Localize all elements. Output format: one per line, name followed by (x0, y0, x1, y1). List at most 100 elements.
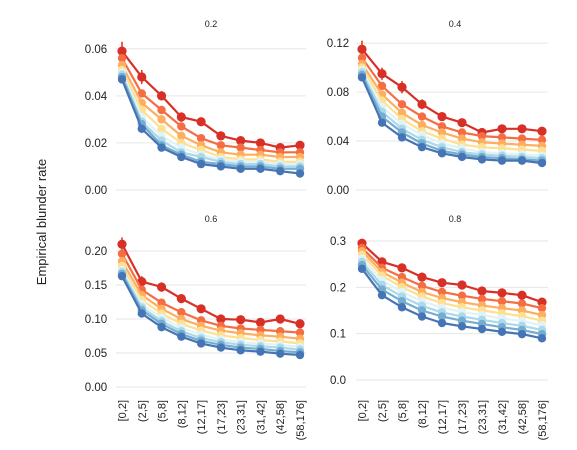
series-line (361, 67, 543, 152)
data-point (477, 155, 487, 164)
data-point (357, 73, 367, 82)
data-point (157, 143, 166, 152)
data-point (255, 317, 266, 327)
y-tick-label: 0.06 (85, 44, 107, 56)
data-point (216, 141, 226, 150)
data-point (157, 105, 166, 115)
series-line (361, 250, 543, 317)
data-point (477, 324, 487, 334)
data-point (397, 297, 407, 306)
data-point (397, 108, 407, 118)
y-tick-label: 0.00 (85, 185, 107, 197)
panel-title: 0.4 (449, 19, 462, 29)
data-point (236, 315, 246, 325)
data-point (216, 343, 226, 352)
x-tick-label: (2,5] (377, 400, 389, 422)
series-line (360, 76, 543, 165)
data-point (497, 133, 507, 142)
series-line (361, 264, 543, 336)
data-point (377, 291, 387, 300)
data-point (497, 156, 507, 165)
y-tick-label: 0.20 (85, 246, 107, 258)
data-point (256, 347, 265, 356)
data-point (477, 294, 487, 304)
data-point (397, 82, 407, 92)
data-point (177, 122, 186, 131)
y-tick-label: 0.15 (85, 280, 107, 292)
data-point (117, 249, 127, 258)
data-point (537, 334, 547, 343)
series-line (120, 74, 300, 168)
series-line (121, 243, 301, 325)
y-tick-label: 0.2 (330, 282, 346, 294)
data-point (497, 288, 507, 298)
data-point (295, 328, 305, 337)
data-point (517, 290, 527, 300)
data-point (236, 164, 245, 174)
data-point (276, 166, 285, 176)
x-tick-label: (23,31] (236, 400, 248, 434)
data-point (236, 135, 246, 146)
data-point (477, 131, 487, 141)
data-point (437, 318, 447, 328)
data-point (295, 350, 305, 360)
x-tick-label: [0,2] (117, 400, 129, 421)
data-point (137, 72, 147, 82)
data-point (137, 124, 146, 133)
data-point (457, 152, 467, 162)
y-tick-label: 0.05 (85, 348, 107, 360)
x-tick-label: (31,42] (255, 400, 267, 434)
data-point (437, 287, 447, 297)
y-tick-label: 0.00 (85, 382, 107, 394)
data-point (357, 53, 367, 63)
series-line (121, 50, 301, 149)
data-point (457, 291, 467, 300)
series-line (361, 48, 543, 134)
y-tick-label: 0.10 (85, 314, 107, 326)
data-point (295, 319, 305, 329)
data-point (176, 112, 186, 122)
data-point (417, 112, 427, 121)
series-line (120, 71, 300, 166)
data-point (477, 286, 487, 296)
panel-4: 0.8 0.0 0.1 0.2 0.3 [0,2] (2,5] (5,8] (8,12] (12… (330, 214, 549, 440)
x-tick-label: (17,23] (216, 400, 228, 434)
x-tick-label: (31,42] (497, 400, 509, 434)
series-line (361, 74, 543, 162)
x-tick-label: (23,31] (477, 400, 489, 434)
data-point (216, 131, 226, 141)
data-point (295, 140, 305, 150)
data-point (417, 306, 427, 315)
data-point (377, 118, 387, 127)
y-tick-label: 0.00 (327, 185, 349, 197)
data-point (437, 312, 447, 321)
y-tick-label: 0.02 (85, 138, 107, 150)
data-point (457, 322, 467, 331)
series-line (121, 269, 301, 348)
data-point (117, 271, 127, 281)
x-tick-label: (42,58] (275, 400, 287, 434)
x-tick-label: (8,12] (417, 400, 429, 428)
data-point (457, 134, 467, 143)
data-point (196, 159, 206, 169)
y-tick-label: 0.04 (327, 136, 350, 148)
series-line (361, 247, 543, 310)
data-point (517, 134, 527, 143)
data-point (137, 89, 146, 98)
panel-title: 0.2 (205, 19, 218, 29)
data-point (457, 280, 467, 290)
y-axis-label: Empirical blunder rate (34, 159, 49, 285)
data-point (236, 143, 245, 152)
data-point (177, 332, 186, 341)
data-point (437, 122, 447, 131)
data-point (157, 298, 166, 307)
data-point (157, 115, 166, 124)
series-line (361, 57, 543, 141)
series-line (361, 257, 543, 327)
data-point (255, 138, 266, 148)
data-point (537, 303, 547, 313)
series-line (361, 261, 543, 332)
panel-3: 0.6 0.00 0.05 0.10 0.15 0.20 [0,2] (2,5] (5,8] (… (85, 214, 307, 440)
data-point (156, 282, 167, 292)
data-point (497, 327, 507, 337)
